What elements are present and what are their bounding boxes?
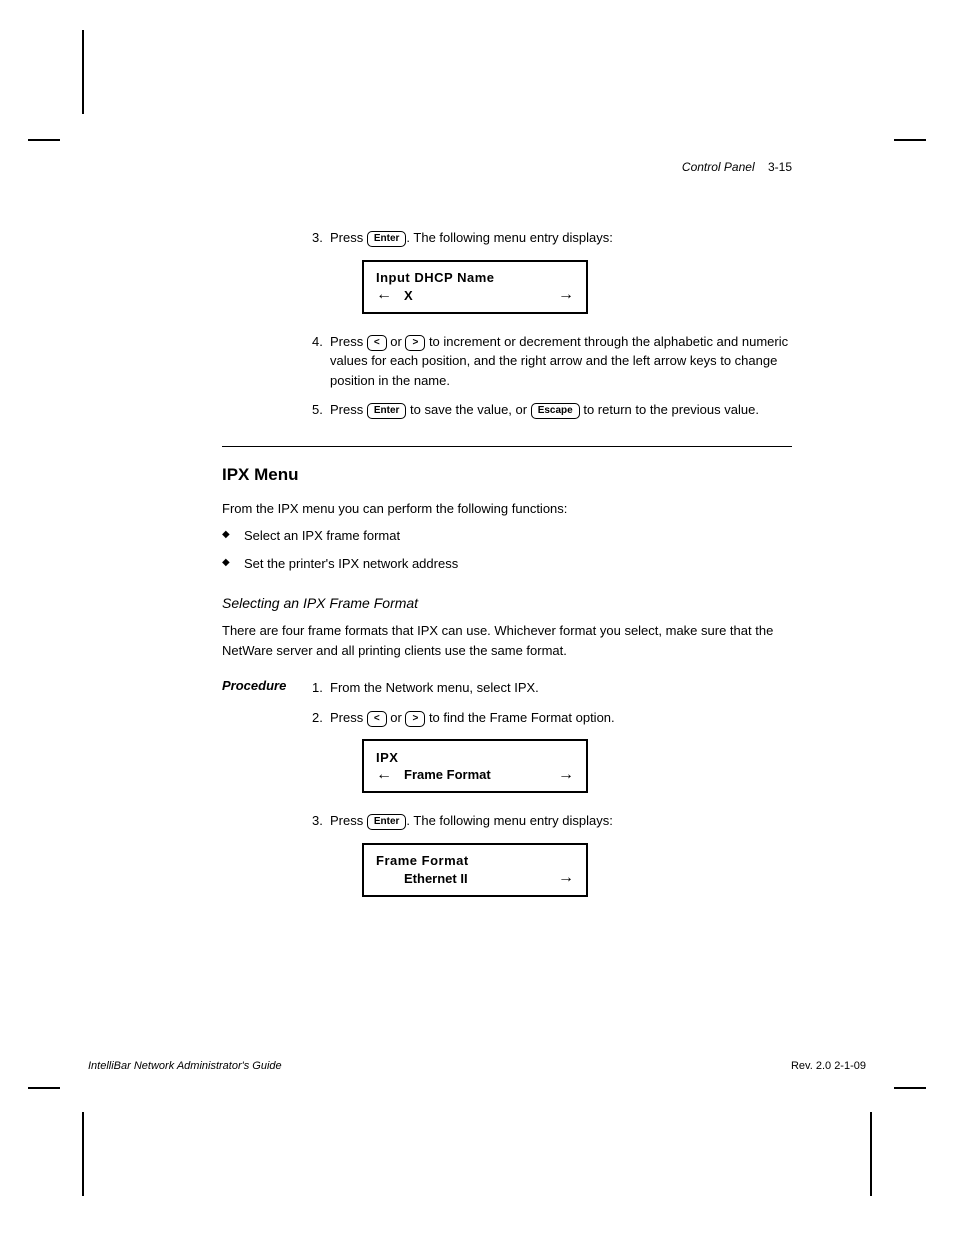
header-section: Control Panel bbox=[682, 160, 755, 174]
bullet-text: Select an IPX frame format bbox=[244, 526, 792, 546]
step-number: 4. bbox=[312, 332, 330, 391]
right-arrow-icon: → bbox=[558, 767, 574, 783]
lcd-value: Ethernet II bbox=[392, 871, 558, 886]
lcd-display: IPX ← Frame Format → bbox=[362, 739, 588, 793]
escape-key-icon: Escape bbox=[531, 403, 580, 419]
gt-key-icon: > bbox=[405, 335, 425, 351]
step-number: 5. bbox=[312, 400, 330, 420]
lcd-display: Frame Format ← Ethernet II → bbox=[362, 843, 588, 897]
header-page: 3-15 bbox=[768, 160, 792, 174]
crop-mark bbox=[894, 139, 926, 141]
lt-key-icon: < bbox=[367, 711, 387, 727]
right-arrow-icon: → bbox=[558, 287, 574, 303]
step-text: Press Enter. The following menu entry di… bbox=[330, 811, 792, 831]
footer-title: IntelliBar Network Administrator's Guide bbox=[88, 1060, 282, 1072]
bullet-item: Set the printer's IPX network address bbox=[222, 554, 792, 574]
subsection-intro: There are four frame formats that IPX ca… bbox=[222, 621, 792, 660]
enter-key-icon: Enter bbox=[367, 403, 407, 419]
crop-mark bbox=[28, 139, 60, 141]
section-heading: IPX Menu bbox=[222, 465, 792, 485]
lcd-value: Frame Format bbox=[392, 767, 558, 782]
step-number: 1. bbox=[312, 678, 330, 698]
crop-mark bbox=[870, 1112, 872, 1196]
left-arrow-icon: ← bbox=[376, 287, 392, 303]
crop-mark bbox=[894, 1087, 926, 1089]
bullet-text: Set the printer's IPX network address bbox=[244, 554, 792, 574]
step-text: Press < or > to find the Frame Format op… bbox=[330, 708, 792, 728]
lcd-line1: IPX bbox=[376, 750, 574, 765]
step-text: Press Enter to save the value, or Escape… bbox=[330, 400, 792, 420]
step-text: Press < or > to increment or decrement t… bbox=[330, 332, 792, 391]
right-arrow-icon: → bbox=[558, 870, 574, 886]
step-number: 2. bbox=[312, 708, 330, 728]
subsection-heading: Selecting an IPX Frame Format bbox=[222, 595, 792, 611]
lcd-display: Input DHCP Name ← X → bbox=[362, 260, 588, 314]
procedure: Procedure 1. From the Network menu, sele… bbox=[222, 678, 792, 897]
lcd-line1: Input DHCP Name bbox=[376, 270, 574, 285]
enter-key-icon: Enter bbox=[367, 814, 407, 830]
footer-rev: Rev. 2.0 2-1-09 bbox=[791, 1060, 866, 1072]
crop-mark bbox=[82, 1112, 84, 1196]
page-header: Control Panel 3-15 bbox=[222, 160, 792, 174]
section-rule bbox=[222, 446, 792, 447]
lt-key-icon: < bbox=[367, 335, 387, 351]
left-arrow-icon: ← bbox=[376, 767, 392, 783]
section-intro: From the IPX menu you can perform the fo… bbox=[222, 499, 792, 519]
enter-key-icon: Enter bbox=[367, 231, 407, 247]
page-content: Control Panel 3-15 3. Press Enter. The f… bbox=[222, 160, 792, 915]
procedure-continued: 3. Press Enter. The following menu entry… bbox=[222, 228, 792, 420]
lcd-line1: Frame Format bbox=[376, 853, 574, 868]
bullet-icon bbox=[222, 554, 244, 574]
gt-key-icon: > bbox=[405, 711, 425, 727]
crop-mark bbox=[82, 30, 84, 114]
procedure-label: Procedure bbox=[222, 678, 286, 693]
crop-mark bbox=[28, 1087, 60, 1089]
bullet-item: Select an IPX frame format bbox=[222, 526, 792, 546]
step-text: Press Enter. The following menu entry di… bbox=[330, 228, 792, 248]
lcd-value: X bbox=[392, 288, 558, 303]
step-number: 3. bbox=[312, 228, 330, 248]
step-text: From the Network menu, select IPX. bbox=[330, 678, 792, 698]
bullet-icon bbox=[222, 526, 244, 546]
step-number: 3. bbox=[312, 811, 330, 831]
